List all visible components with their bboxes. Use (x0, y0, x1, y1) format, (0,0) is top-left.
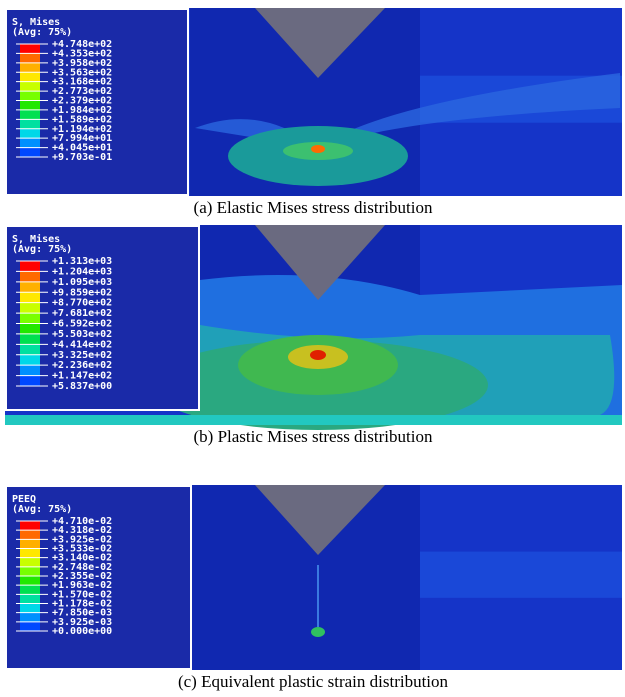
color-band (20, 82, 40, 91)
color-band (20, 576, 40, 585)
color-band (20, 521, 40, 530)
legend-value: +6.592e+02 (52, 319, 112, 330)
legend-value: +1.147e+02 (52, 371, 112, 382)
color-band (20, 261, 40, 271)
contour (311, 145, 325, 153)
legend-value: +4.414e+02 (52, 339, 112, 350)
legend-title: (Avg: 75%) (12, 504, 72, 515)
color-band (20, 324, 40, 334)
color-band (20, 110, 40, 119)
figure-canvas: S, Mises(Avg: 75%)+4.748e+02+4.353e+02+3… (0, 0, 625, 697)
color-band (20, 72, 40, 81)
color-band (20, 292, 40, 302)
fea-panel: PEEQ(Avg: 75%)+4.710e-02+4.318e-02+3.925… (5, 485, 622, 691)
color-band (20, 530, 40, 539)
color-band (20, 613, 40, 622)
legend-value: +7.681e+02 (52, 308, 112, 319)
color-band (20, 91, 40, 100)
color-band (20, 355, 40, 365)
color-band (20, 63, 40, 72)
figure: S, Mises(Avg: 75%)+4.748e+02+4.353e+02+3… (0, 0, 625, 697)
caption: (c) Equivalent plastic strain distributi… (178, 672, 449, 691)
legend-title: (Avg: 75%) (12, 27, 72, 38)
legend-value: +1.095e+03 (52, 277, 112, 288)
fea-panel: S, Mises(Avg: 75%)+1.313e+03+1.204e+03+1… (5, 225, 622, 446)
legend-value: +1.204e+03 (52, 266, 112, 277)
color-band (20, 303, 40, 313)
contour (310, 350, 326, 360)
color-band (20, 129, 40, 138)
base-strip (5, 415, 622, 425)
color-band (20, 334, 40, 344)
legend-value: +0.000e+00 (52, 626, 112, 637)
legend-title: (Avg: 75%) (12, 244, 72, 255)
color-band (20, 271, 40, 281)
color-band (20, 594, 40, 603)
color-band (20, 622, 40, 631)
color-band (20, 549, 40, 558)
color-band (20, 53, 40, 62)
legend-value: +1.313e+03 (52, 256, 112, 267)
color-band (20, 101, 40, 110)
color-band (20, 558, 40, 567)
legend-value: +3.325e+02 (52, 350, 112, 361)
color-band (20, 604, 40, 613)
color-band (20, 119, 40, 128)
fea-panel: S, Mises(Avg: 75%)+4.748e+02+4.353e+02+3… (5, 8, 622, 217)
legend-value: +9.703e-01 (52, 152, 112, 163)
legend-value: +2.236e+02 (52, 360, 112, 371)
legend-value: +5.503e+02 (52, 329, 112, 340)
color-band (20, 313, 40, 323)
color-band (20, 344, 40, 354)
color-band (20, 539, 40, 548)
color-band (20, 567, 40, 576)
legend-value: +8.770e+02 (52, 298, 112, 309)
field-band (420, 552, 622, 598)
legend-value: +9.859e+02 (52, 287, 112, 298)
color-band (20, 44, 40, 53)
caption: (b) Plastic Mises stress distribution (194, 427, 433, 446)
contour (311, 627, 325, 637)
color-band (20, 138, 40, 147)
legend-value: +5.837e+00 (52, 381, 112, 392)
color-band (20, 282, 40, 292)
color-band (20, 148, 40, 157)
color-band (20, 376, 40, 386)
caption: (a) Elastic Mises stress distribution (194, 198, 433, 217)
color-band (20, 365, 40, 375)
color-band (20, 585, 40, 594)
